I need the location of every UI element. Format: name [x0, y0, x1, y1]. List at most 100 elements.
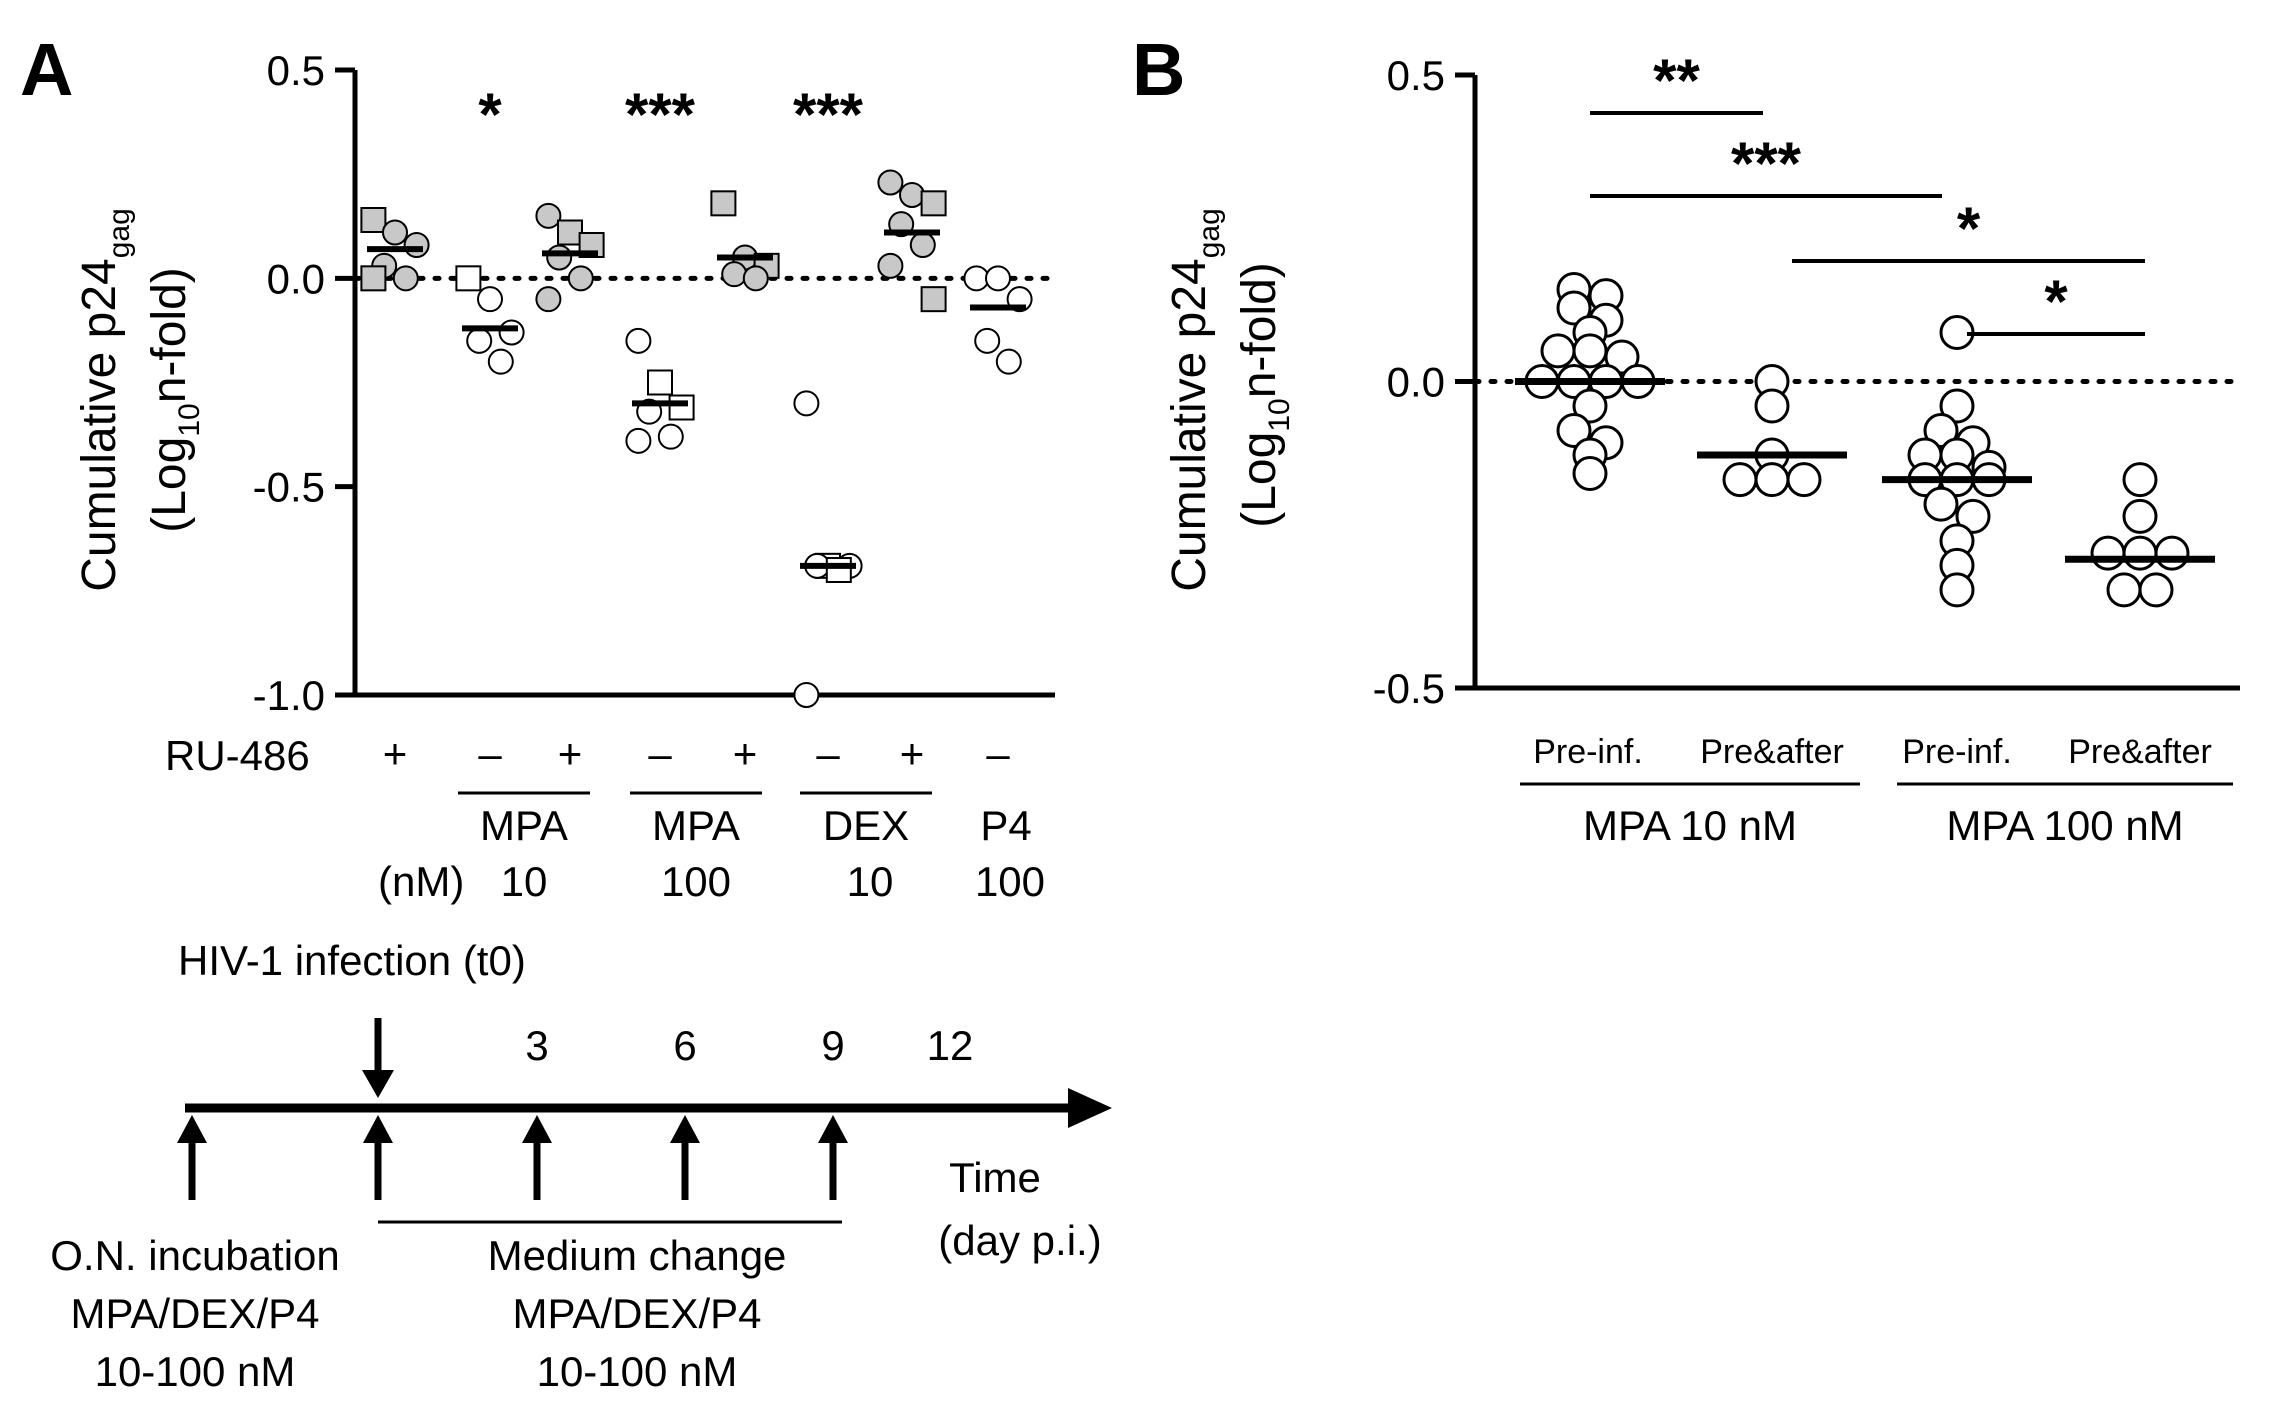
panel-a-y-label-line2-post: n-fold) [143, 267, 196, 403]
on-incubation-line2: MPA/DEX/P4 [71, 1290, 320, 1337]
treatment-mpa10-dose: 10 [501, 858, 548, 905]
data-point-circle [567, 265, 594, 292]
panel-a-y-label-line1-sub: gag [103, 208, 136, 258]
day-12-label: 12 [927, 1022, 974, 1069]
treatment-dex10-drug: DEX [823, 802, 909, 849]
panel-a: A Cumulative p24gag (Log10n-fold) 0.50.0… [20, 28, 1058, 905]
data-point-circle [625, 327, 652, 354]
data-point-circle [392, 265, 419, 292]
significance-star: * [2044, 268, 2068, 335]
medium-change-line1: Medium change [488, 1232, 787, 1279]
panel-b-significance: ******* [1590, 47, 2145, 336]
panel-b-means [1515, 378, 2215, 563]
data-point-square [710, 190, 737, 217]
ru486-label: RU-486 [165, 732, 310, 779]
data-point-circle [1923, 486, 1959, 522]
data-point-circle [1754, 462, 1790, 498]
data-point-circle [793, 682, 820, 708]
data-point-circle [1540, 333, 1576, 369]
data-point-circle [793, 390, 820, 417]
timeline: HIV-1 infection (t0) 3 6 9 12 [50, 937, 1112, 1395]
data-point-circle [1572, 333, 1608, 369]
data-point-circle [877, 252, 904, 279]
condition-mpa100nm: MPA 100 nM [1946, 802, 2183, 849]
data-point-circle [963, 265, 990, 292]
panel-a-y-tick-label: -0.5 [253, 464, 325, 511]
data-point-circle [382, 219, 408, 246]
data-point-circle [2106, 572, 2142, 608]
data-point-circle [985, 265, 1011, 292]
data-point-circle [487, 348, 514, 375]
significance-star: *** [1731, 130, 1802, 197]
day-9-label: 9 [821, 1022, 844, 1069]
significance-star: *** [625, 81, 696, 148]
up-arrow [177, 1115, 207, 1200]
data-point-circle [2122, 535, 2158, 571]
data-point-circle [2154, 535, 2190, 571]
data-point-circle [1955, 498, 1991, 534]
data-point-circle [477, 286, 503, 313]
group-label-3: Pre-inf. [1902, 733, 2012, 771]
treatment-p4-drug: P4 [980, 802, 1031, 849]
panel-b-y-label-line2-pre: (Log [1233, 432, 1286, 528]
data-point-circle [535, 202, 562, 229]
data-point-circle [1556, 290, 1592, 326]
nm-label: (nM) [378, 858, 464, 905]
data-point-circle [1939, 572, 1975, 608]
medium-change-line2: MPA/DEX/P4 [513, 1290, 762, 1337]
up-arrow [363, 1115, 393, 1200]
data-point-square [360, 207, 387, 233]
panel-b-y-label-line1: Cumulative p24 [1163, 258, 1216, 592]
data-point-circle [546, 244, 573, 271]
panel-b-y-tick-label: 0.5 [1387, 52, 1445, 99]
significance-star: *** [793, 81, 864, 148]
time-axis-arrowhead [1068, 1088, 1112, 1128]
significance-star: * [1957, 195, 1981, 262]
data-point-circle [1604, 339, 1640, 375]
group-label-1: Pre-inf. [1533, 733, 1643, 771]
data-point-circle [657, 423, 684, 450]
data-point-circle [535, 286, 562, 313]
panel-b-y-tick-label: 0.0 [1387, 359, 1445, 406]
ru486-signs: + – + – + – + – [383, 730, 1011, 777]
panel-a-points [360, 169, 1033, 708]
panel-a-y-label-line1: Cumulative p24 [73, 258, 126, 592]
data-point-square [825, 557, 852, 583]
panel-b-y-label-line2-post: n-fold) [1233, 262, 1286, 398]
panel-a-y-tick-label: -1.0 [253, 672, 325, 719]
data-point-circle [721, 261, 748, 288]
ru486-sign: – [648, 730, 672, 777]
panel-a-y-label-2: (Log10n-fold) [143, 267, 206, 533]
treatment-mpa10-drug: MPA [480, 802, 568, 849]
data-point-circle [403, 232, 430, 258]
treatment-p4-dose: 100 [975, 858, 1045, 905]
ru486-sign: + [900, 730, 925, 777]
data-point-square [668, 394, 695, 421]
data-point-circle [1939, 388, 1975, 424]
panel-a-y-label: Cumulative p24gag [73, 208, 136, 592]
data-point-square [920, 190, 947, 217]
data-point-circle [877, 169, 904, 196]
on-incubation-line1: O.N. incubation [50, 1232, 340, 1279]
panel-b-letter: B [1132, 28, 1185, 111]
up-arrow [522, 1115, 552, 1200]
panel-a-means [367, 229, 1026, 569]
ru486-sign: + [558, 730, 583, 777]
data-point-circle [974, 327, 1001, 354]
panel-b-y-label-line2-sub: 10 [1263, 398, 1296, 431]
data-point-circle [1923, 413, 1959, 449]
data-point-circle [625, 427, 652, 454]
infection-label: HIV-1 infection (t0) [178, 937, 526, 984]
data-point-circle [498, 319, 525, 346]
condition-mpa10nm: MPA 10 nM [1583, 802, 1797, 849]
panel-a-y-tick-label: 0.5 [267, 47, 325, 94]
medium-change-line3: 10-100 nM [537, 1348, 738, 1395]
data-point-circle [1786, 462, 1822, 498]
data-point-circle [2090, 535, 2126, 571]
data-point-square [647, 369, 673, 396]
data-point-square [455, 265, 482, 292]
data-point-circle [1722, 462, 1758, 498]
panel-b: B Cumulative p24gag (Log10n-fold) 0.5 0.0… [1132, 28, 2243, 849]
panel-b-y-tick-label: -0.5 [1373, 665, 1445, 712]
time-unit-label: (day p.i.) [938, 1217, 1101, 1264]
